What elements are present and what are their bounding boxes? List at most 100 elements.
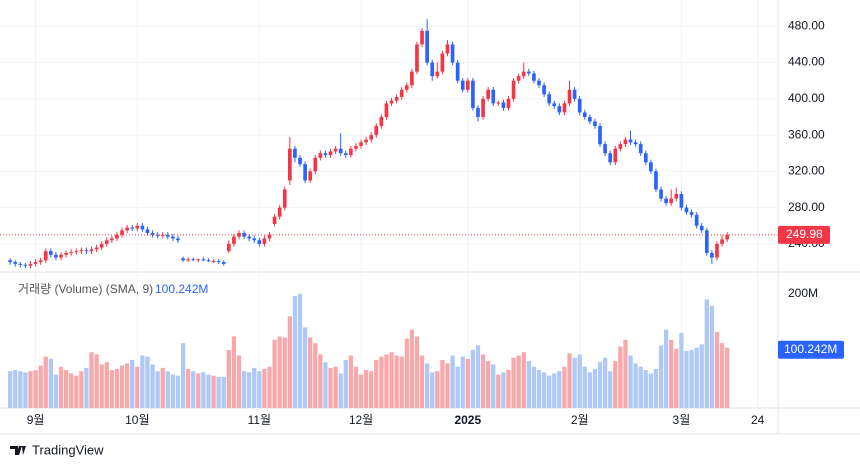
candle-body <box>542 85 546 95</box>
candle-body <box>704 230 709 253</box>
candle-body <box>450 44 455 63</box>
volume-bar <box>633 363 638 408</box>
volume-bar <box>445 363 450 408</box>
candle-body <box>710 252 714 258</box>
candle-body <box>69 252 74 254</box>
candle-body <box>633 142 638 145</box>
y-tick-label: 360.00 <box>788 127 825 141</box>
candle-body <box>206 260 211 262</box>
x-tick-label: 10월 <box>125 413 149 427</box>
candle-body <box>221 262 226 264</box>
volume-bar <box>328 367 333 408</box>
volume-bar <box>43 356 48 408</box>
candle-body <box>506 98 511 108</box>
volume-bar <box>267 366 272 408</box>
candle-body <box>267 234 272 239</box>
volume-bar <box>99 364 104 408</box>
volume-bar <box>160 367 165 408</box>
candle-body <box>176 238 180 241</box>
candle-body <box>257 240 262 244</box>
candle-body <box>272 216 277 224</box>
candle-body <box>674 194 679 199</box>
volume-bar <box>231 336 237 408</box>
candle-body <box>445 44 450 54</box>
candle-body <box>404 85 409 90</box>
candle-body <box>552 103 557 107</box>
volume-bar <box>399 356 404 408</box>
y-tick-label: 480.00 <box>788 18 825 32</box>
candle-body <box>638 144 643 154</box>
volume-bar <box>577 354 582 408</box>
candle-body <box>191 259 196 261</box>
volume-bar <box>618 346 623 408</box>
volume-bar <box>628 355 633 408</box>
candle-body <box>89 249 94 252</box>
volume-bar <box>506 370 511 408</box>
volume-bar <box>674 348 679 408</box>
volume-bar <box>470 349 476 408</box>
candle-body <box>725 234 729 240</box>
volume-bar <box>135 366 140 408</box>
candle-body <box>318 153 323 158</box>
volume-bar <box>247 372 252 408</box>
candle-body <box>150 233 155 235</box>
candle-body <box>440 53 445 72</box>
volume-bar <box>547 375 552 408</box>
volume-legend: 거래량 (Volume) (SMA, 9) <box>18 282 153 296</box>
candle-body <box>496 102 501 104</box>
candle-body <box>120 230 124 235</box>
candle-body <box>64 252 68 255</box>
volume-bar <box>562 366 567 408</box>
candle-body <box>28 263 33 266</box>
volume-bar <box>13 370 18 408</box>
candle-body <box>130 227 135 229</box>
y-tick-label: 400.00 <box>788 91 825 105</box>
candle-body <box>486 89 490 99</box>
volume-bar <box>48 358 53 408</box>
volume-bar <box>623 339 628 408</box>
volume-bar <box>465 358 470 408</box>
candle-body <box>715 243 719 258</box>
candle-body <box>359 142 363 146</box>
candle-body <box>598 126 602 145</box>
volume-bar <box>186 368 191 408</box>
candle-body <box>379 116 384 127</box>
candle-body <box>643 153 648 163</box>
candle-body <box>155 234 160 236</box>
volume-bar <box>536 370 542 408</box>
volume-bar <box>313 343 318 408</box>
volume-bar <box>501 372 506 408</box>
candle-body <box>242 233 246 237</box>
volume-bar <box>409 329 415 408</box>
candle-body <box>577 98 582 113</box>
candle-body <box>38 260 43 263</box>
volume-bar <box>541 372 547 408</box>
candle-body <box>527 71 531 74</box>
candle-body <box>679 194 684 208</box>
volume-bar <box>435 371 440 408</box>
volume-bar <box>557 371 562 408</box>
candle-body <box>13 262 18 264</box>
candle-body <box>384 103 389 117</box>
volume-bar <box>79 371 84 408</box>
candle-body <box>99 243 104 248</box>
candle-body <box>43 251 48 261</box>
candle-body <box>8 260 13 263</box>
volume-bar <box>694 347 699 408</box>
volume-bar <box>191 371 196 408</box>
candle-body <box>211 261 216 263</box>
volume-bar <box>63 370 69 408</box>
y-tick-label: 320.00 <box>788 164 825 178</box>
volume-tick-label: 200M <box>788 286 818 300</box>
volume-bar <box>145 356 150 408</box>
volume-bar <box>124 363 130 408</box>
volume-bar <box>287 316 292 408</box>
volume-bar <box>353 366 359 408</box>
candle-body <box>623 139 628 145</box>
volume-bar <box>450 355 455 408</box>
volume-bar <box>521 352 526 408</box>
candle-body <box>460 80 465 90</box>
volume-bar <box>455 366 460 408</box>
volume-bar <box>257 371 262 408</box>
